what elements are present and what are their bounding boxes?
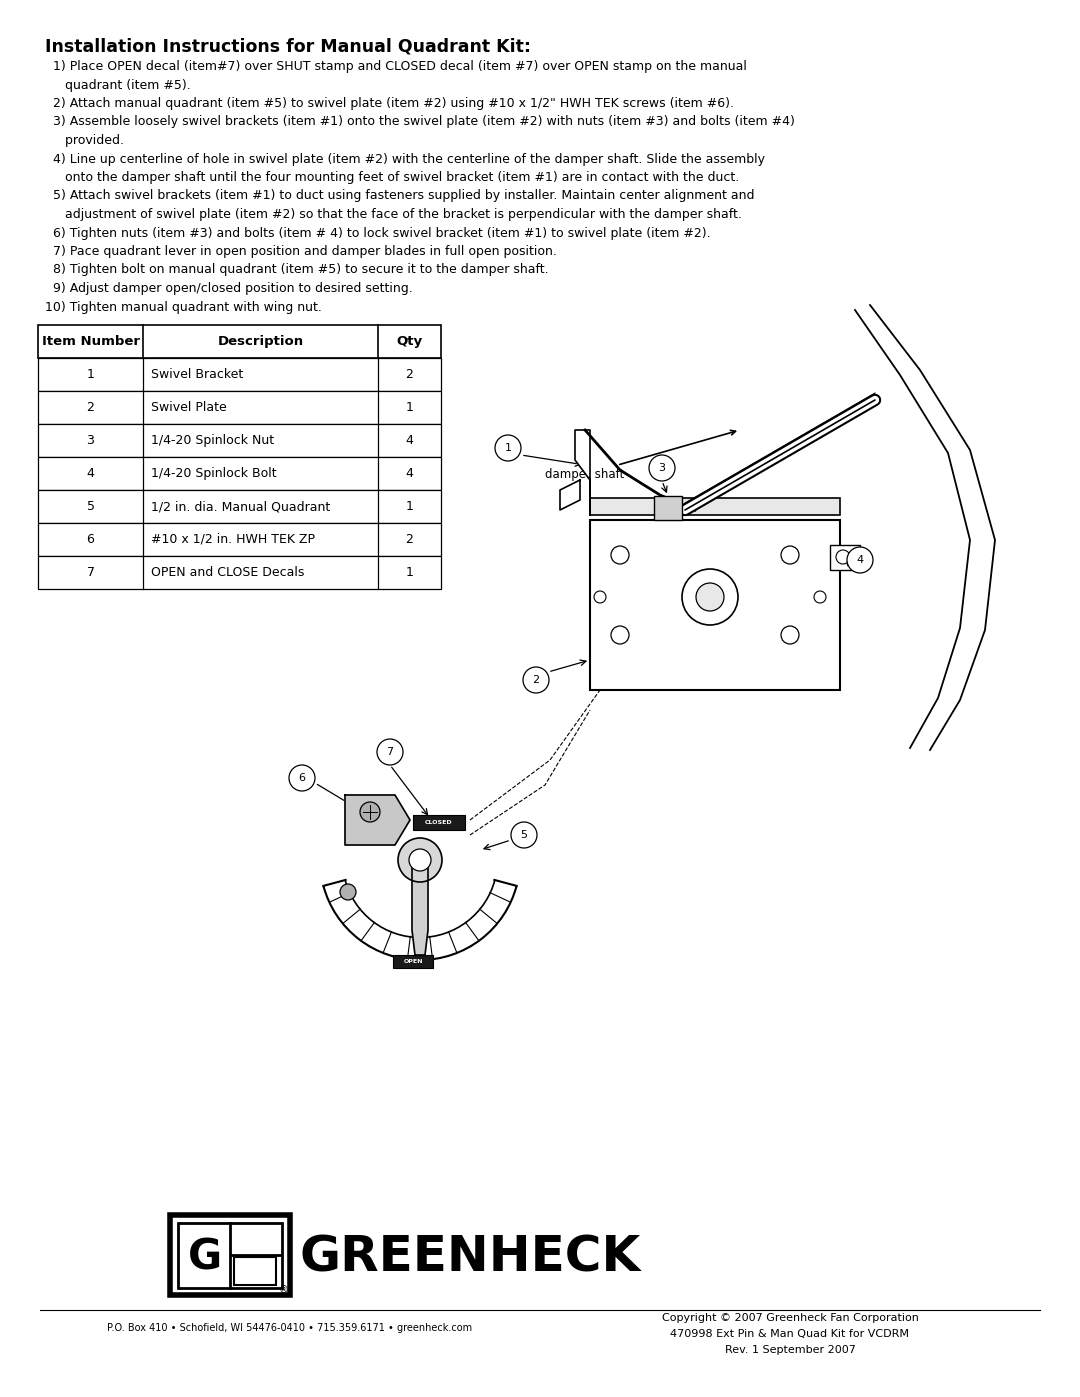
Bar xyxy=(38,358,441,391)
Text: 470998 Ext Pin & Man Quad Kit for VCDRM: 470998 Ext Pin & Man Quad Kit for VCDRM xyxy=(671,1329,909,1338)
Circle shape xyxy=(611,546,629,564)
Text: 4: 4 xyxy=(856,555,864,564)
Circle shape xyxy=(649,455,675,481)
Circle shape xyxy=(289,766,315,791)
Text: 6: 6 xyxy=(86,534,94,546)
Text: 1: 1 xyxy=(504,443,512,453)
Text: Description: Description xyxy=(217,335,303,348)
Text: damper shaft: damper shaft xyxy=(545,430,735,481)
Circle shape xyxy=(836,550,850,564)
Text: 9) Adjust damper open/closed position to desired setting.: 9) Adjust damper open/closed position to… xyxy=(45,282,413,295)
Text: 8) Tighten bolt on manual quadrant (item #5) to secure it to the damper shaft.: 8) Tighten bolt on manual quadrant (item… xyxy=(45,264,549,277)
Text: G: G xyxy=(188,1236,222,1278)
Circle shape xyxy=(495,434,521,461)
Text: 1) Place OPEN decal (item#7) over SHUT stamp and CLOSED decal (item #7) over OPE: 1) Place OPEN decal (item#7) over SHUT s… xyxy=(45,60,747,73)
Text: OPEN: OPEN xyxy=(403,958,422,964)
Text: 1: 1 xyxy=(406,500,414,513)
Circle shape xyxy=(696,583,724,610)
Text: 3: 3 xyxy=(86,434,94,447)
Text: 2) Attach manual quadrant (item #5) to swivel plate (item #2) using #10 x 1/2" H: 2) Attach manual quadrant (item #5) to s… xyxy=(45,96,734,110)
Bar xyxy=(590,520,840,690)
Text: 4: 4 xyxy=(406,467,414,481)
Circle shape xyxy=(781,626,799,644)
Circle shape xyxy=(523,666,549,693)
Bar xyxy=(234,1257,276,1285)
Bar xyxy=(413,814,465,830)
Text: 5: 5 xyxy=(521,830,527,840)
Text: Swivel Bracket: Swivel Bracket xyxy=(151,367,243,381)
Text: CLOSED: CLOSED xyxy=(426,820,453,826)
Circle shape xyxy=(681,569,738,624)
Text: 1/4-20 Spinlock Nut: 1/4-20 Spinlock Nut xyxy=(151,434,274,447)
Text: 5: 5 xyxy=(86,500,95,513)
Bar xyxy=(38,425,441,457)
Text: #10 x 1/2 in. HWH TEK ZP: #10 x 1/2 in. HWH TEK ZP xyxy=(151,534,315,546)
Text: 5) Attach swivel brackets (item #1) to duct using fasteners supplied by installe: 5) Attach swivel brackets (item #1) to d… xyxy=(45,190,755,203)
Text: 6) Tighten nuts (item #3) and bolts (item # 4) to lock swivel bracket (item #1) : 6) Tighten nuts (item #3) and bolts (ite… xyxy=(45,226,711,239)
Text: quadrant (item #5).: quadrant (item #5). xyxy=(45,78,191,91)
Bar xyxy=(590,497,840,515)
Text: 2: 2 xyxy=(532,675,540,685)
Text: Swivel Plate: Swivel Plate xyxy=(151,401,227,414)
Text: 2: 2 xyxy=(86,401,94,414)
Text: 2: 2 xyxy=(406,367,414,381)
Circle shape xyxy=(377,739,403,766)
Circle shape xyxy=(814,591,826,604)
Text: Qty: Qty xyxy=(396,335,422,348)
Text: Copyright © 2007 Greenheck Fan Corporation: Copyright © 2007 Greenheck Fan Corporati… xyxy=(662,1313,918,1323)
Text: 1: 1 xyxy=(86,367,94,381)
Polygon shape xyxy=(575,430,590,515)
Text: onto the damper shaft until the four mounting feet of swivel bracket (item #1) a: onto the damper shaft until the four mou… xyxy=(45,170,739,184)
Text: 1: 1 xyxy=(406,566,414,578)
Text: 7: 7 xyxy=(86,566,95,578)
Text: adjustment of swivel plate (item #2) so that the face of the bracket is perpendi: adjustment of swivel plate (item #2) so … xyxy=(45,208,742,221)
Text: ®: ® xyxy=(279,1285,288,1295)
Text: 1/4-20 Spinlock Bolt: 1/4-20 Spinlock Bolt xyxy=(151,467,276,481)
Bar xyxy=(38,490,441,522)
Bar xyxy=(831,545,860,570)
Circle shape xyxy=(511,821,537,848)
Bar xyxy=(38,326,441,358)
Text: 7: 7 xyxy=(387,747,393,757)
Bar xyxy=(178,1222,282,1288)
Text: Installation Instructions for Manual Quadrant Kit:: Installation Instructions for Manual Qua… xyxy=(45,38,531,56)
Bar xyxy=(170,1215,291,1295)
Text: 3: 3 xyxy=(659,462,665,474)
Bar xyxy=(654,496,681,520)
Circle shape xyxy=(781,546,799,564)
Text: 4: 4 xyxy=(406,434,414,447)
Circle shape xyxy=(399,838,442,882)
Text: P.O. Box 410 • Schofield, WI 54476-0410 • 715.359.6171 • greenheck.com: P.O. Box 410 • Schofield, WI 54476-0410 … xyxy=(107,1323,473,1333)
Text: GREENHECK: GREENHECK xyxy=(300,1234,642,1282)
Text: provided.: provided. xyxy=(45,134,124,147)
Text: 3) Assemble loosely swivel brackets (item #1) onto the swivel plate (item #2) wi: 3) Assemble loosely swivel brackets (ite… xyxy=(45,116,795,129)
Circle shape xyxy=(340,884,356,900)
Text: 1/2 in. dia. Manual Quadrant: 1/2 in. dia. Manual Quadrant xyxy=(151,500,330,513)
Text: 10) Tighten manual quadrant with wing nut.: 10) Tighten manual quadrant with wing nu… xyxy=(45,300,322,313)
Text: Rev. 1 September 2007: Rev. 1 September 2007 xyxy=(725,1345,855,1355)
Bar xyxy=(38,556,441,590)
Bar xyxy=(38,457,441,490)
Text: OPEN and CLOSE Decals: OPEN and CLOSE Decals xyxy=(151,566,305,578)
Circle shape xyxy=(360,802,380,821)
Bar xyxy=(38,522,441,556)
Circle shape xyxy=(594,591,606,604)
Text: 4: 4 xyxy=(86,467,94,481)
Text: 4) Line up centerline of hole in swivel plate (item #2) with the centerline of t: 4) Line up centerline of hole in swivel … xyxy=(45,152,765,165)
Circle shape xyxy=(847,548,873,573)
Polygon shape xyxy=(411,865,428,956)
Circle shape xyxy=(611,626,629,644)
Text: 1: 1 xyxy=(406,401,414,414)
Text: 7) Pace quadrant lever in open position and damper blades in full open position.: 7) Pace quadrant lever in open position … xyxy=(45,244,557,258)
Bar xyxy=(393,956,433,968)
Polygon shape xyxy=(345,795,410,845)
Bar xyxy=(38,391,441,425)
Text: 6: 6 xyxy=(298,773,306,782)
Text: 2: 2 xyxy=(406,534,414,546)
Text: Item Number: Item Number xyxy=(41,335,139,348)
Circle shape xyxy=(409,849,431,870)
